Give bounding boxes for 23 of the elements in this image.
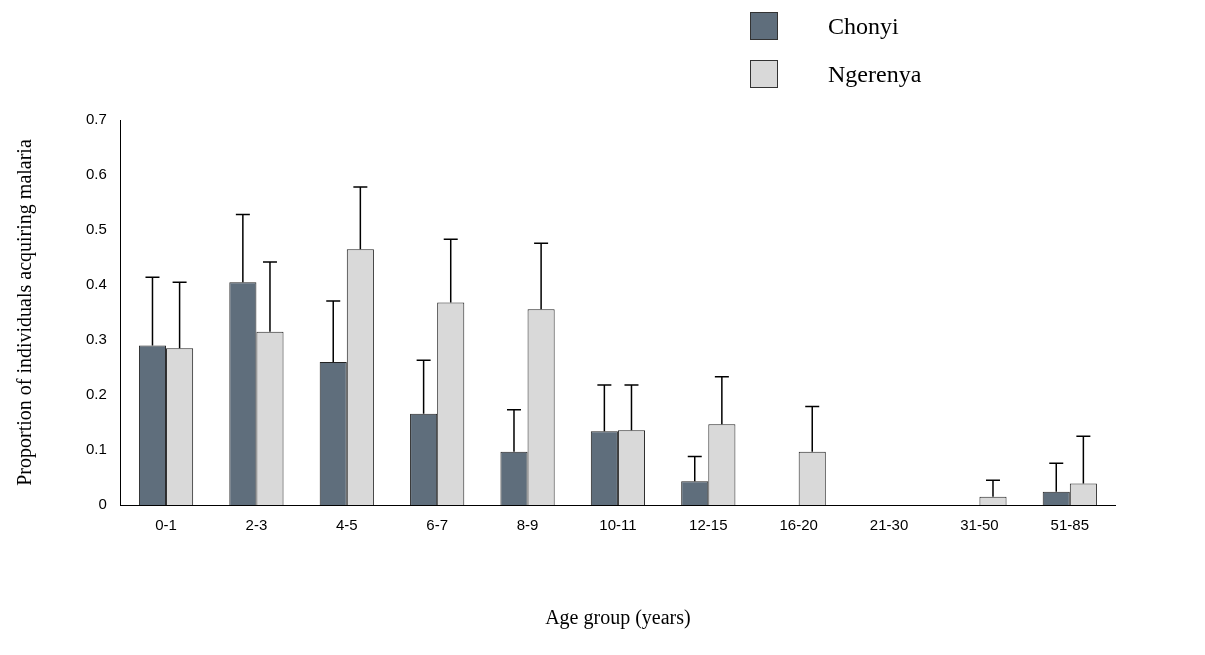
x-tick-label: 0-1: [155, 516, 177, 534]
x-tick-label: 12-15: [689, 516, 728, 534]
y-tick-label: 0.1: [85, 440, 107, 458]
legend-label: Ngerenya: [828, 60, 922, 88]
y-tick-label: 0: [98, 495, 107, 513]
x-tick-label: 31-50: [960, 516, 999, 534]
x-tick-label: 21-30: [869, 516, 909, 534]
y-tick-label: 0.5: [85, 220, 107, 238]
y-tick-label: 0.4: [85, 275, 107, 293]
y-tick-label: 0.6: [85, 165, 107, 183]
x-tick-label: 4-5: [335, 516, 358, 534]
x-tick-label: 51-85: [1050, 516, 1089, 534]
y-tick-label: 0.3: [85, 330, 107, 348]
y-axis-title: Proportion of individuals acquiring malaria: [13, 139, 37, 486]
y-tick-label: 0.7: [85, 110, 107, 128]
x-tick-label: 2-3: [245, 516, 268, 534]
x-tick-label: 6-7: [426, 516, 449, 534]
legend-label: Chonyi: [828, 12, 899, 40]
x-tick-label: 8-9: [516, 516, 539, 534]
x-axis-title: Age group (years): [545, 606, 691, 630]
y-tick-label: 0.2: [85, 385, 107, 403]
x-tick-label: 16-20: [779, 516, 818, 534]
x-tick-label: 10-11: [599, 516, 637, 534]
